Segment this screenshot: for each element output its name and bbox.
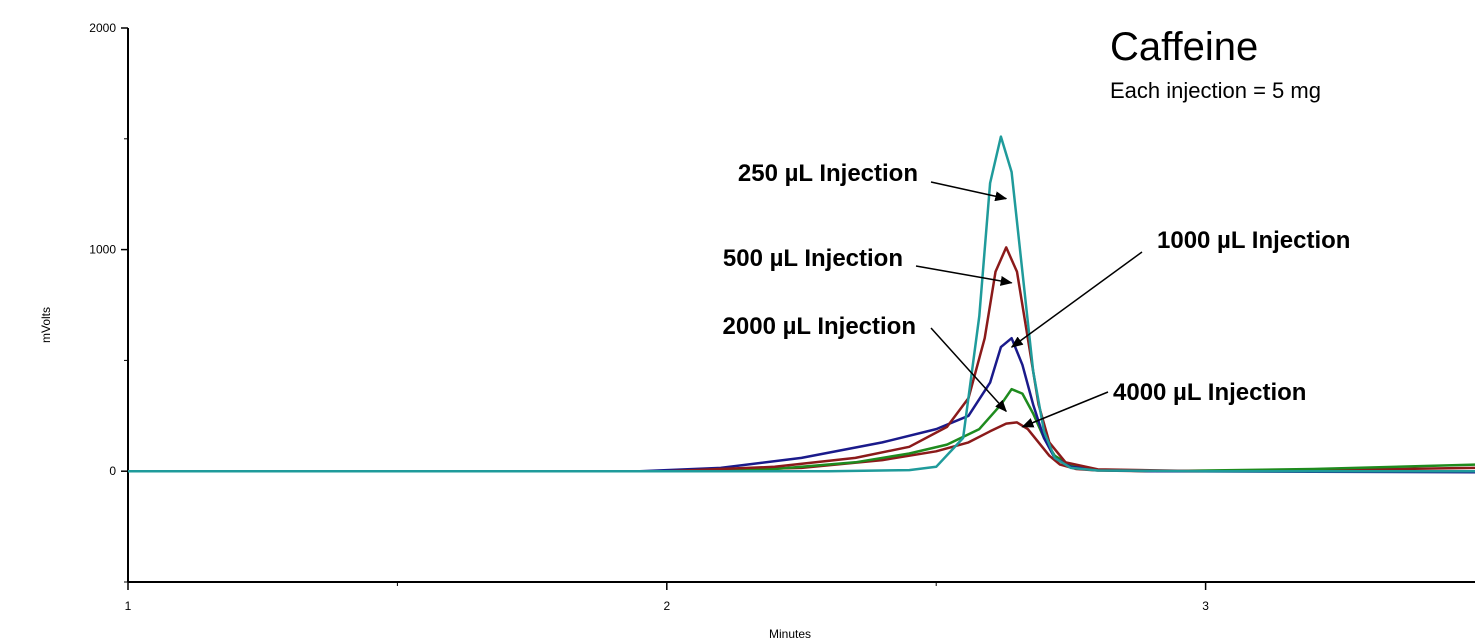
annotation-arrow [930, 327, 1007, 413]
x-tick-label: 2 [663, 599, 670, 613]
y-tick-label: 1000 [89, 243, 116, 257]
annotation-arrow [1021, 391, 1109, 428]
annotation-arrow [930, 181, 1008, 202]
y-tick-label: 0 [109, 464, 116, 478]
annotation-arrow [1010, 251, 1143, 348]
x-axis-title: Minutes [769, 627, 811, 641]
annotation-arrow [915, 265, 1013, 286]
x-tick-label: 1 [125, 599, 132, 613]
annotation-label: 4000 µL Injection [1113, 379, 1306, 406]
series-line-2 [128, 246, 1475, 473]
chart-subtitle: Each injection = 5 mg [1110, 78, 1321, 103]
series-line-1 [128, 135, 1475, 473]
annotation-layer: 250 µL Injection 500 µL Injection 1000 µL … [723, 160, 1350, 428]
annotation-label: 1000 µL Injection [1157, 227, 1350, 254]
annotation-label: 500 µL Injection [723, 245, 903, 272]
annotation-label: 2000 µL Injection [723, 313, 916, 340]
y-tick-label: 2000 [89, 21, 116, 35]
x-tick-label: 3 [1202, 599, 1209, 613]
chart-title: Caffeine [1110, 25, 1258, 69]
axes: 0 1000 2000 1 2 3 [89, 21, 1475, 613]
y-axis-title: mVolts [39, 307, 53, 343]
annotation-label: 250 µL Injection [738, 160, 918, 187]
